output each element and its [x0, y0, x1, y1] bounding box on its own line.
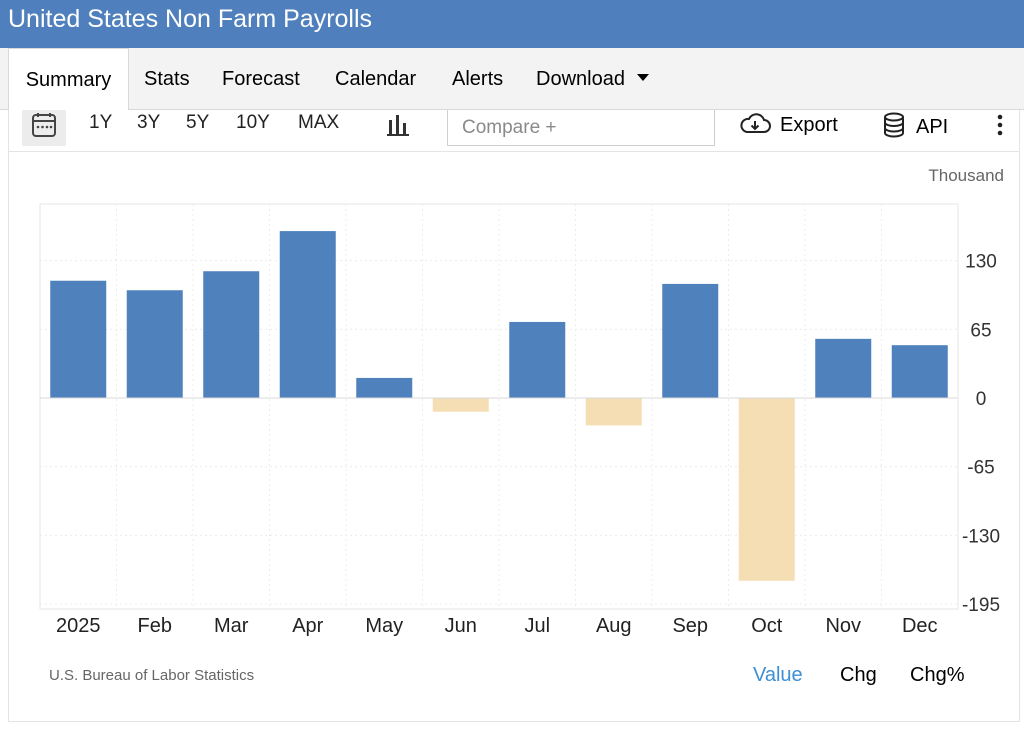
title-bar: United States Non Farm Payrolls	[0, 0, 1024, 48]
y-tick-label: 65	[970, 320, 991, 341]
bar-oct[interactable]	[738, 398, 795, 581]
tab-summary[interactable]: Summary	[8, 48, 129, 111]
caret-down-icon	[636, 74, 649, 81]
tab-calendar[interactable]: Calendar	[335, 68, 417, 90]
x-tick-label: Mar	[214, 615, 249, 637]
x-tick-label: May	[365, 615, 403, 637]
bar-aug[interactable]	[585, 398, 642, 426]
compare-field	[447, 110, 715, 146]
x-tick-label: 2025	[56, 615, 101, 637]
bar-2025[interactable]	[50, 280, 107, 398]
unit-label: Thousand	[928, 166, 1004, 185]
chart-toolbar: 1Y 3Y 5Y 10Y MAX Export API	[8, 110, 1020, 152]
x-tick-label: Sep	[672, 615, 708, 637]
mode-value-button[interactable]: Value	[753, 664, 803, 686]
bar-jul[interactable]	[509, 321, 566, 398]
tab-download-label: Download	[536, 68, 625, 90]
tab-forecast[interactable]: Forecast	[222, 68, 300, 90]
x-tick-label: Oct	[751, 615, 783, 637]
chart-panel	[8, 110, 1020, 722]
y-tick-label: -195	[962, 595, 1000, 616]
bar-jun[interactable]	[432, 398, 489, 412]
y-tick-label: 0	[976, 389, 987, 410]
x-tick-label: Jun	[445, 615, 477, 637]
export-button[interactable]: Export	[738, 112, 838, 137]
page-title: United States Non Farm Payrolls	[8, 5, 373, 33]
x-tick-label: Jul	[524, 615, 550, 637]
x-tick-label: Aug	[596, 615, 632, 637]
range-1y-button[interactable]: 1Y	[89, 112, 113, 133]
bar-sep[interactable]	[662, 283, 719, 398]
calendar-button[interactable]	[22, 110, 66, 146]
bar-chart: 130 65 0 -65 -130 -195 2025 Feb Mar Apr May Jun Jul A…	[39, 203, 1000, 637]
vertical-ellipsis-icon[interactable]	[990, 112, 1010, 138]
export-label: Export	[780, 114, 838, 136]
bar-nov[interactable]	[815, 338, 872, 398]
range-5y-button[interactable]: 5Y	[186, 112, 210, 133]
database-icon	[884, 112, 904, 138]
range-10y-button[interactable]: 10Y	[236, 112, 270, 133]
tab-alerts[interactable]: Alerts	[452, 68, 504, 90]
x-tick-label: Dec	[902, 615, 938, 637]
x-tick-label: Apr	[292, 615, 323, 637]
bar-feb[interactable]	[126, 290, 183, 398]
x-tick-label: Nov	[825, 615, 861, 637]
y-tick-label: -130	[962, 526, 1000, 547]
source-label: U.S. Bureau of Labor Statistics	[49, 667, 255, 684]
y-tick-label: -65	[967, 458, 994, 479]
bar-dec[interactable]	[891, 345, 948, 398]
tab-bar: Summary Stats Forecast Calendar Alerts D…	[0, 48, 1024, 111]
tab-stats[interactable]: Stats	[144, 68, 190, 90]
bar-apr[interactable]	[279, 231, 336, 398]
y-tick-label: 130	[965, 252, 997, 273]
tab-download[interactable]: Download	[536, 48, 649, 110]
bar-may[interactable]	[356, 377, 413, 398]
mode-chg-button[interactable]: Chg	[840, 664, 877, 686]
bar-chart-icon[interactable]	[386, 112, 412, 138]
api-button[interactable]: API	[882, 112, 948, 139]
x-tick-label: Feb	[138, 615, 172, 637]
range-3y-button[interactable]: 3Y	[137, 112, 161, 133]
api-label: API	[916, 116, 949, 138]
calendar-icon	[32, 113, 56, 137]
compare-input[interactable]	[448, 110, 714, 145]
mode-chg-pct-button[interactable]: Chg%	[910, 664, 965, 686]
bar-mar[interactable]	[203, 271, 260, 398]
cloud-download-icon	[740, 113, 771, 133]
range-max-button[interactable]: MAX	[298, 112, 340, 133]
